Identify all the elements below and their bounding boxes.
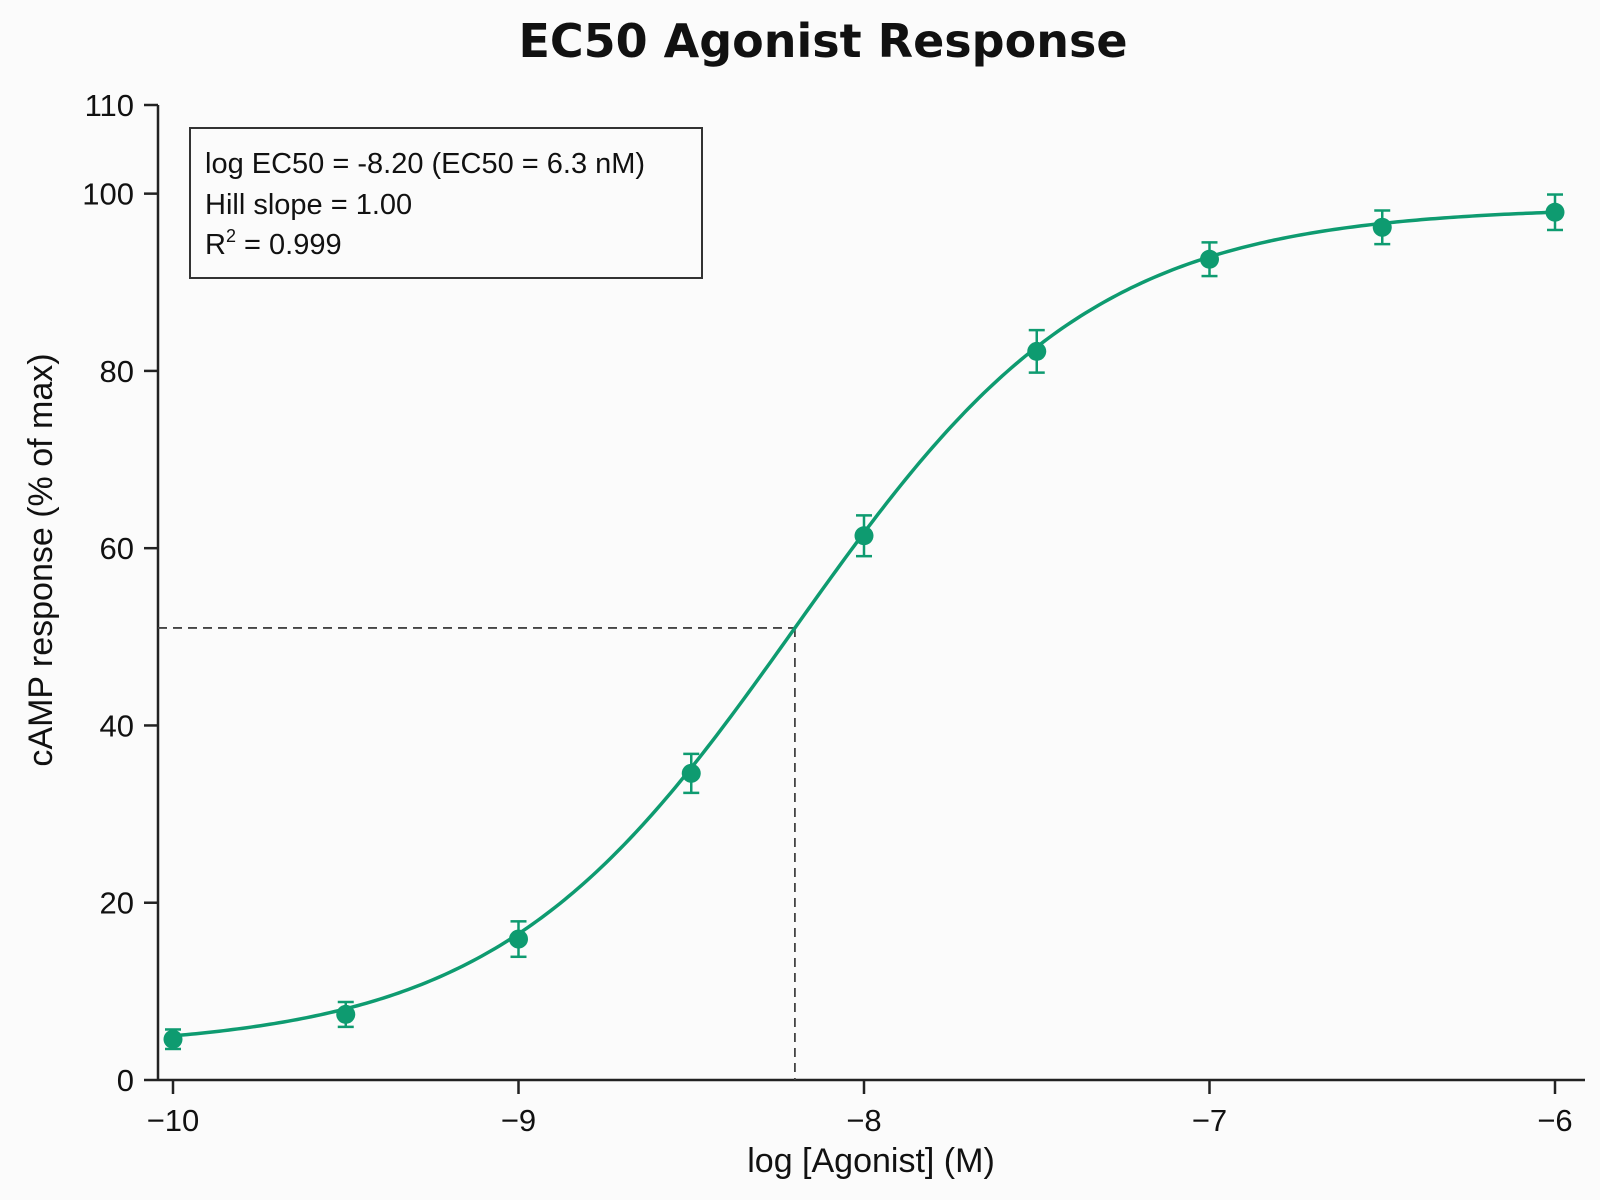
x-axis-label: log [Agonist] (M) — [747, 1142, 995, 1180]
data-point — [1027, 341, 1047, 361]
y-tick-label: 100 — [82, 177, 134, 212]
data-point — [509, 929, 528, 949]
data-point — [854, 526, 874, 546]
x-tick-label: −7 — [1192, 1103, 1227, 1138]
data-point — [1372, 217, 1392, 237]
data-point — [336, 1004, 356, 1024]
y-tick-label: 110 — [85, 88, 134, 123]
annotation-r-label: R — [205, 229, 226, 261]
x-tick-label: −10 — [147, 1103, 200, 1138]
plot-area: 0 20 40 60 80 100 110 −10 −9 −8 −7 −6 — [82, 88, 1585, 1138]
annotation-r-squared: R2 = 0.999 — [205, 226, 342, 261]
y-tick-label: 0 — [117, 1063, 134, 1098]
x-tick-label: −9 — [501, 1103, 536, 1138]
y-tick-label: 20 — [100, 886, 134, 921]
chart-title: EC50 Agonist Response — [518, 14, 1127, 68]
y-tick-label: 80 — [100, 354, 134, 389]
y-tick-label: 40 — [100, 708, 134, 743]
annotation-hill-slope: Hill slope = 1.00 — [205, 189, 412, 221]
data-point — [681, 763, 701, 783]
y-axis-label: cAMP response (% of max) — [22, 353, 60, 766]
data-point — [163, 1029, 183, 1049]
annotation-ec50: log EC50 = -8.20 (EC50 = 6.3 nM) — [205, 148, 645, 180]
annotation-r-value: = 0.999 — [236, 229, 342, 261]
y-tick-label: 60 — [100, 531, 134, 566]
fit-curve — [172, 210, 1556, 1038]
x-tick-label: −8 — [846, 1103, 881, 1138]
annotation-box: log EC50 = -8.20 (EC50 = 6.3 nM) Hill sl… — [189, 127, 703, 279]
annotation-frame — [189, 127, 703, 279]
annotation-r-superscript: 2 — [226, 226, 236, 246]
data-point — [1200, 249, 1219, 269]
x-tick-label: −6 — [1537, 1103, 1572, 1138]
data-point — [1545, 202, 1565, 222]
